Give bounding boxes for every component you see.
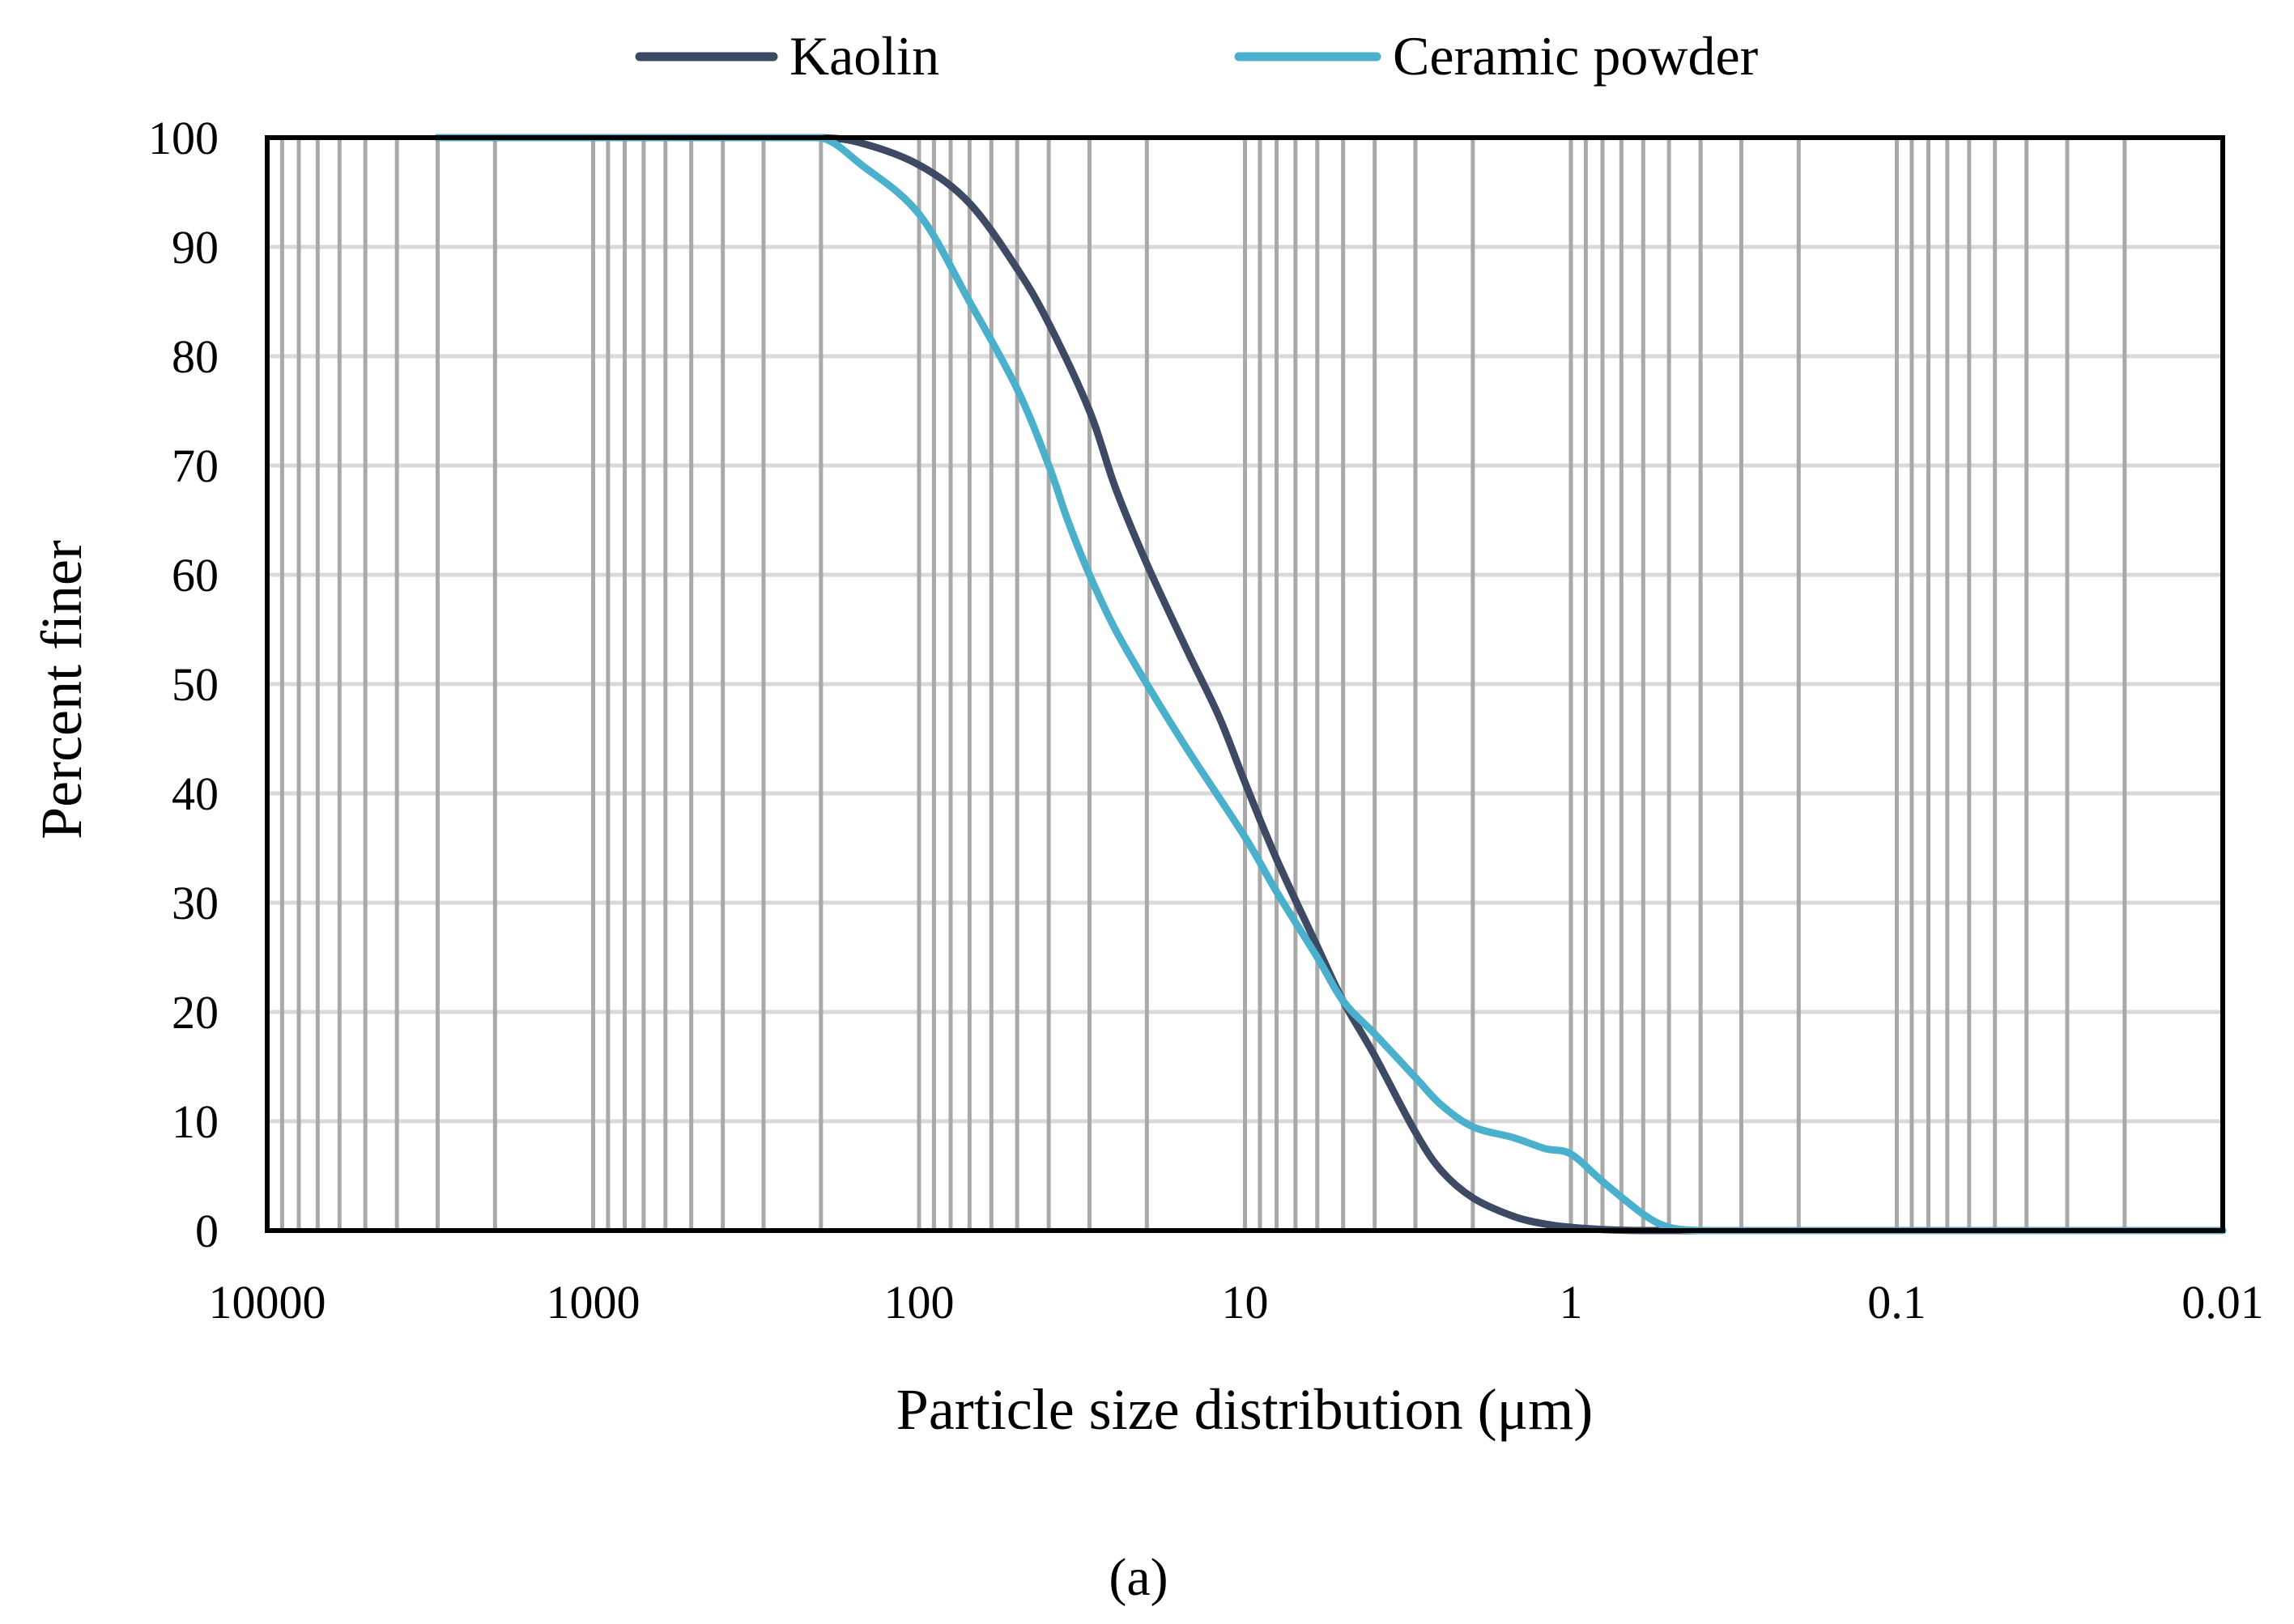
x-tick-label: 0.1 <box>1867 1276 1926 1329</box>
legend-label-kaolin: Kaolin <box>789 25 939 87</box>
y-axis-title: Percent finer <box>29 540 94 840</box>
x-tick-label: 1000 <box>547 1276 641 1329</box>
x-tick-label: 100 <box>884 1276 955 1329</box>
y-tick-labels: 0 10 20 30 40 50 60 70 80 90 100 <box>148 112 219 1257</box>
y-tick-label: 100 <box>148 112 219 164</box>
plot-frame <box>265 135 2225 1233</box>
y-tick-label: 10 <box>172 1095 219 1148</box>
x-tick-label: 1 <box>1560 1276 1583 1329</box>
x-tick-label: 10000 <box>209 1276 326 1329</box>
legend: Kaolin Ceramic powder <box>635 25 1759 87</box>
grid-lines <box>267 138 2223 1231</box>
legend-label-ceramic-powder: Ceramic powder <box>1393 25 1759 87</box>
y-tick-label: 90 <box>172 221 219 274</box>
panel-label: (a) <box>1109 1548 1168 1607</box>
x-tick-label: 10 <box>1222 1276 1269 1329</box>
y-tick-label: 50 <box>172 658 219 711</box>
x-tick-label: 0.01 <box>2181 1276 2264 1329</box>
y-tick-label: 60 <box>172 549 219 602</box>
x-axis-title: Particle size distribution (μm) <box>896 1377 1593 1442</box>
y-tick-label: 40 <box>172 767 219 820</box>
y-tick-label: 80 <box>172 330 219 383</box>
y-tick-label: 70 <box>172 440 219 492</box>
y-tick-label: 20 <box>172 986 219 1039</box>
x-tick-labels: 10000 1000 100 10 1 0.1 0.01 <box>209 1276 2264 1329</box>
y-tick-label: 0 <box>195 1205 219 1257</box>
y-tick-label: 30 <box>172 877 219 929</box>
